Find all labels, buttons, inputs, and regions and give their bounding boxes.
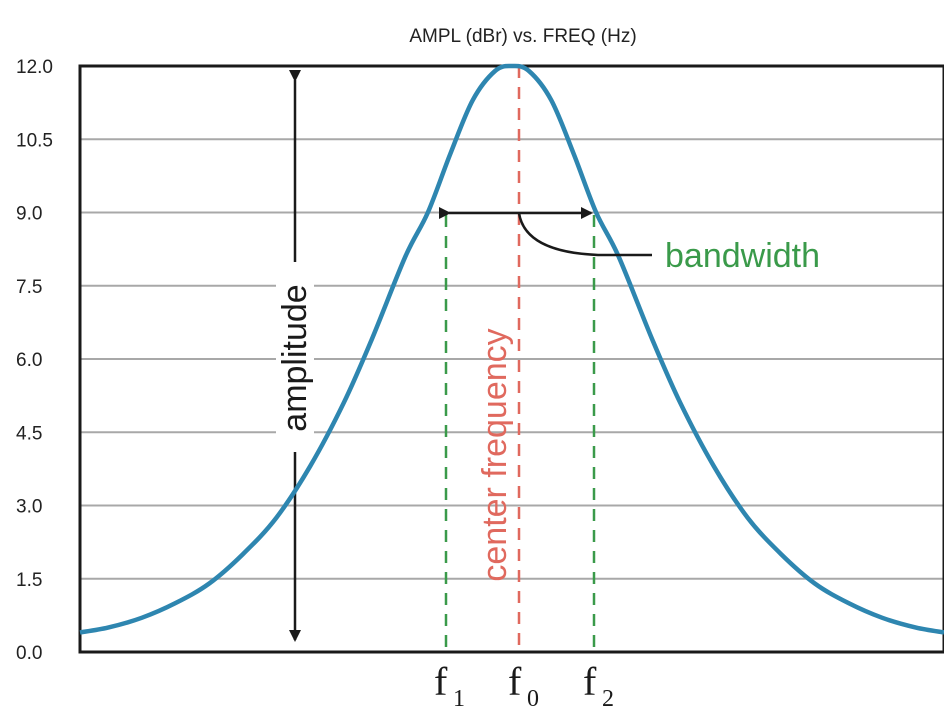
- y-tick-label: 9.0: [16, 204, 42, 225]
- f0-label: f: [508, 659, 522, 704]
- y-tick-label: 6.0: [16, 350, 42, 371]
- amplitude-label-bg: [276, 262, 314, 452]
- y-tick-label: 4.5: [16, 423, 42, 444]
- y-tick-label: 12.0: [16, 57, 53, 78]
- center-frequency-label: center frequency: [476, 328, 514, 581]
- bandwidth-leader: [517, 212, 652, 257]
- y-tick-label: 7.5: [16, 277, 42, 298]
- y-tick-label: 10.5: [16, 130, 53, 151]
- f0-subscript: 0: [527, 686, 539, 712]
- y-tick-label: 0.0: [16, 643, 42, 664]
- resonance-curve: [79, 63, 944, 635]
- f2-label: f: [583, 659, 597, 704]
- amplitude-label: amplitude: [276, 284, 314, 431]
- f1-label: f: [434, 659, 448, 704]
- y-tick-labels: 0.0 1.5 3.0 4.5 6.0 7.5 9.0 10.5 12.0: [16, 57, 53, 664]
- chart-title: AMPL (dBr) vs. FREQ (Hz): [409, 26, 636, 47]
- bandwidth-label: bandwidth: [665, 237, 820, 275]
- f1-subscript: 1: [453, 686, 465, 712]
- y-tick-label: 1.5: [16, 570, 42, 591]
- y-tick-label: 3.0: [16, 497, 42, 518]
- f2-subscript: 2: [602, 686, 614, 712]
